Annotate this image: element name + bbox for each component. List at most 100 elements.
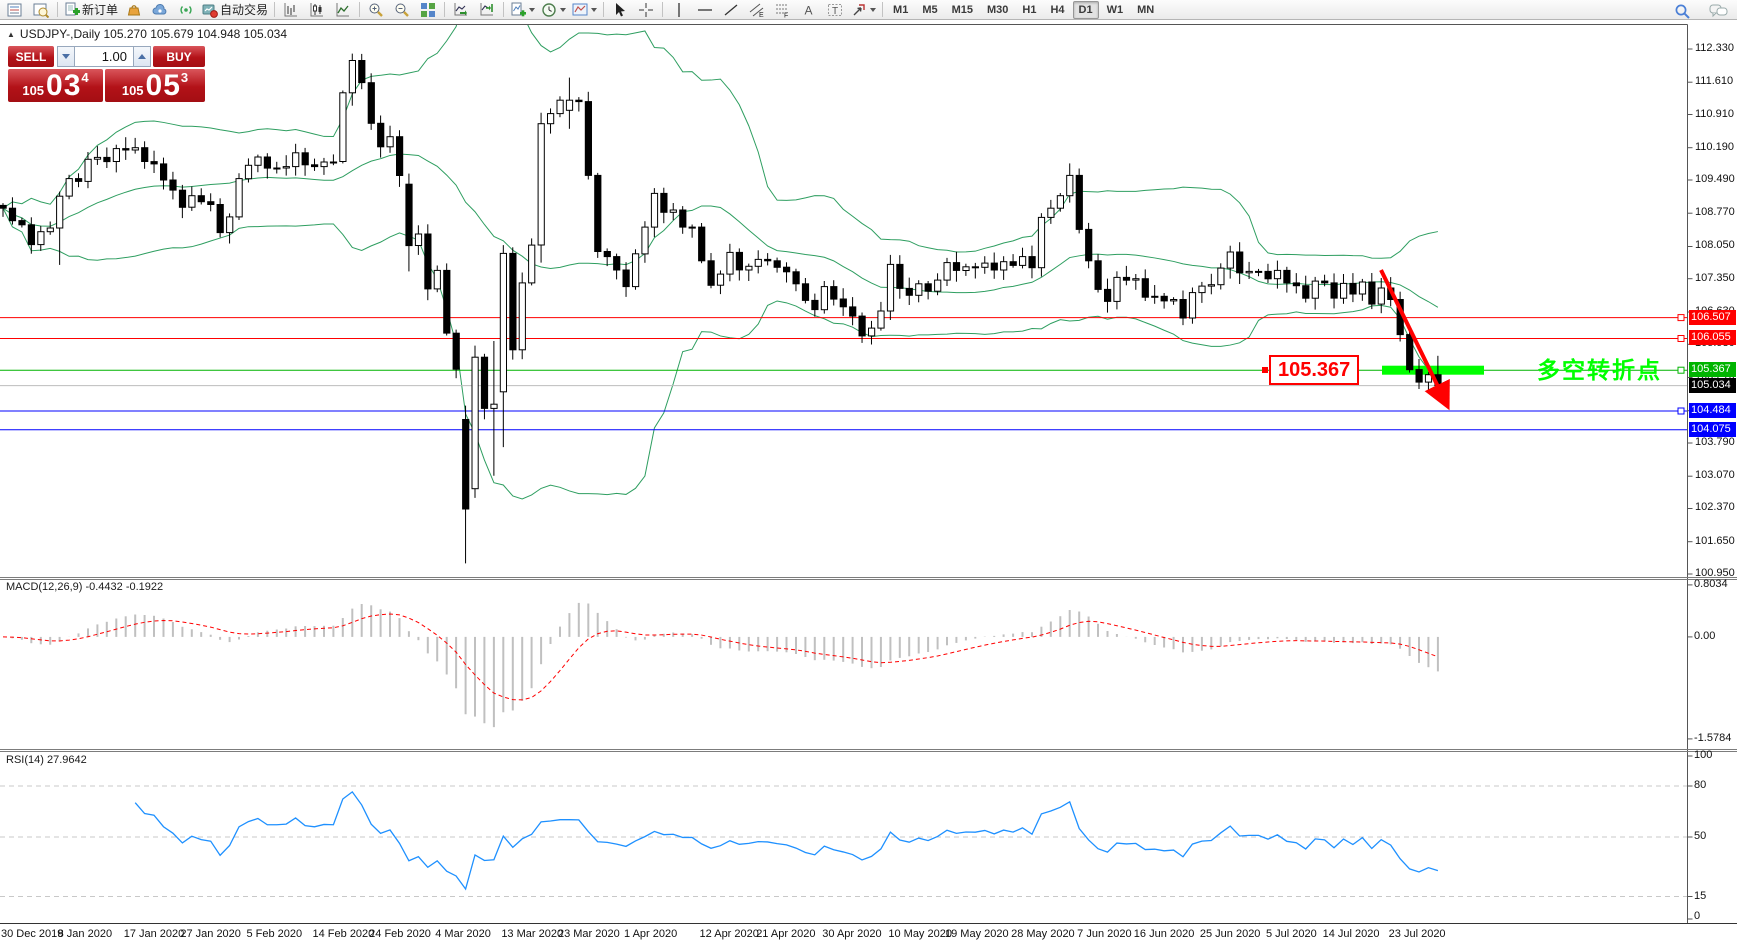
turning-point-annotation[interactable]: 多空转折点 [1537, 357, 1662, 383]
tile-windows-button[interactable] [415, 0, 441, 20]
volume-input[interactable]: 1.00 [75, 46, 133, 67]
annotation-anchor-handle[interactable] [1262, 367, 1268, 373]
date-label: 17 Jan 2020 [123, 928, 185, 940]
candle-bearish [462, 419, 470, 510]
line-handle[interactable] [1677, 366, 1685, 374]
timeframe-button-d1[interactable]: D1 [1072, 0, 1099, 19]
line-chart-button[interactable] [330, 0, 356, 20]
bar-chart-button[interactable] [278, 0, 304, 20]
macd-axis-label: -1.5784 [1694, 732, 1732, 744]
ask-price-button[interactable]: 105 05 3 [105, 69, 205, 102]
candlestick-chart-button[interactable] [304, 0, 330, 20]
highlight-bar-object[interactable] [1382, 365, 1484, 375]
candle-bearish [0, 204, 7, 209]
candle-bullish [254, 156, 262, 166]
timeframe-button-w1[interactable]: W1 [1106, 3, 1124, 16]
chevron-up-icon [138, 54, 146, 59]
chart-shift-button[interactable] [474, 0, 500, 20]
signals-button[interactable] [173, 0, 199, 20]
chat-button[interactable] [1705, 1, 1731, 21]
candle-bearish [509, 252, 517, 351]
rsi-axis-label: 0 [1694, 910, 1701, 922]
new-order-button[interactable]: 新订单 [61, 0, 121, 20]
candle-bullish [37, 231, 45, 246]
timeframe-button-m5[interactable]: M5 [922, 3, 938, 16]
price-annotation-box[interactable]: 105.367 [1269, 355, 1360, 385]
toolbar-separator [274, 2, 276, 17]
market-watch-button[interactable] [2, 0, 28, 20]
cursor-button[interactable] [607, 0, 633, 20]
text-label-button[interactable]: T [822, 0, 848, 20]
timeframe-button-m30[interactable]: M30 [987, 3, 1009, 16]
zoom-out-button[interactable] [389, 0, 415, 20]
candle-bullish [962, 266, 970, 271]
price-tick-label: 101.650 [1695, 535, 1735, 547]
market-button[interactable] [121, 0, 147, 20]
templates-button[interactable] [569, 0, 600, 20]
timeframe-button-h1[interactable]: H1 [1022, 3, 1037, 16]
line-handle[interactable] [1677, 335, 1685, 342]
candle-bullish [1377, 287, 1385, 305]
candle-bullish [348, 60, 356, 94]
chevron-down-icon [870, 7, 877, 12]
arrows-button[interactable] [848, 0, 879, 20]
toolbar-separator [603, 2, 605, 17]
vertical-line-button[interactable] [666, 0, 692, 20]
fibonacci-button[interactable]: F [770, 0, 796, 20]
virtual-hosting-button[interactable] [147, 0, 173, 20]
candle-bullish [565, 99, 574, 111]
horizontal-line-button[interactable] [692, 0, 718, 20]
trend-arrow-object[interactable] [1379, 269, 1450, 411]
candle-bullish [1132, 278, 1140, 281]
market-watch-icon [7, 2, 23, 18]
line-handle[interactable] [1677, 314, 1685, 322]
collapse-arrow-icon[interactable]: ▲ [7, 29, 15, 39]
price-tick-label: 111.610 [1695, 75, 1734, 87]
bid-price-button[interactable]: 105 03 4 [8, 69, 103, 102]
autotrading-icon [202, 2, 218, 18]
candles-layer [0, 53, 1442, 564]
equidistant-channel-button[interactable]: E [744, 0, 770, 20]
timeframe-button-mn[interactable]: MN [1137, 3, 1155, 16]
new-order-icon [64, 2, 80, 18]
candle-bearish [1415, 369, 1423, 383]
line-handle[interactable] [1677, 407, 1685, 415]
candle-bearish [1009, 261, 1017, 266]
candle-bearish [301, 152, 309, 166]
indicators-button[interactable] [507, 0, 538, 20]
candle-bullish [292, 152, 300, 168]
periods-button[interactable] [538, 0, 569, 20]
price-tick-label: 110.910 [1695, 108, 1734, 120]
timeframe-button-h4[interactable]: H4 [1050, 3, 1065, 16]
candle-bearish [1330, 282, 1338, 299]
search-button[interactable] [1669, 1, 1695, 21]
candle-bullish [1358, 281, 1367, 295]
autotrading-button[interactable]: 自动交易 [199, 0, 271, 20]
text-icon: A [801, 2, 817, 18]
volume-increase-button[interactable] [133, 46, 151, 67]
text-button[interactable]: A [796, 0, 822, 20]
auto-scroll-button[interactable] [448, 0, 474, 20]
price-line-label: 105.034 [1689, 378, 1736, 393]
candle-bearish [839, 298, 847, 308]
clock-icon [541, 2, 557, 18]
candle-bearish [452, 332, 460, 370]
buy-button[interactable]: BUY [153, 46, 205, 67]
volume-decrease-button[interactable] [57, 46, 75, 67]
crosshair-button[interactable] [633, 0, 659, 20]
sell-button[interactable]: SELL [8, 46, 54, 67]
trendline-button[interactable] [718, 0, 744, 20]
ask-price-big: 05 [145, 69, 181, 102]
data-window-button[interactable] [28, 0, 54, 20]
zoom-in-button[interactable] [363, 0, 389, 20]
candle-bullish [1217, 267, 1225, 286]
timeframe-button-m1[interactable]: M1 [893, 3, 909, 16]
macd-axis-label: 0.00 [1694, 630, 1716, 642]
one-click-trading-panel: SELL 1.00 BUY 105 03 4 105 05 3 [8, 46, 205, 102]
candle-bullish [1311, 280, 1319, 299]
candle-bearish [811, 299, 819, 311]
candle-bearish [1141, 278, 1149, 298]
candle-bullish [820, 286, 828, 311]
timeframe-button-m15[interactable]: M15 [951, 3, 973, 16]
